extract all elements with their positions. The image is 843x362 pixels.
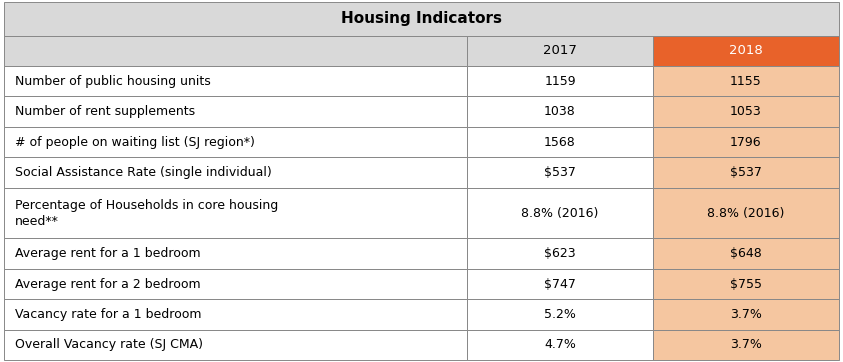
Text: $747: $747 [544, 278, 576, 291]
Text: 1038: 1038 [545, 105, 576, 118]
Text: 1053: 1053 [730, 105, 761, 118]
Bar [467, 299, 652, 330]
Bar [4, 66, 467, 97]
Text: 1796: 1796 [730, 136, 761, 149]
Text: # of people on waiting list (SJ region*): # of people on waiting list (SJ region*) [15, 136, 255, 149]
Text: 1159: 1159 [545, 75, 576, 88]
Text: Vacancy rate for a 1 bedroom: Vacancy rate for a 1 bedroom [15, 308, 201, 321]
Bar [467, 97, 652, 127]
Bar [4, 2, 839, 35]
Text: $755: $755 [730, 278, 762, 291]
Text: Average rent for a 1 bedroom: Average rent for a 1 bedroom [15, 247, 201, 260]
Bar [4, 35, 467, 66]
Text: 2017: 2017 [543, 44, 577, 57]
Text: $537: $537 [730, 166, 762, 179]
Text: Housing Indicators: Housing Indicators [341, 11, 502, 26]
Bar [467, 127, 652, 157]
Bar [652, 330, 839, 360]
Text: 5.2%: 5.2% [544, 308, 576, 321]
Bar [4, 299, 467, 330]
Text: $623: $623 [545, 247, 576, 260]
Text: Number of rent supplements: Number of rent supplements [15, 105, 196, 118]
Text: 2018: 2018 [729, 44, 763, 57]
Bar [4, 269, 467, 299]
Text: $648: $648 [730, 247, 761, 260]
Bar [467, 157, 652, 188]
Bar [467, 239, 652, 269]
Bar [652, 188, 839, 239]
Bar [652, 299, 839, 330]
Text: Overall Vacancy rate (SJ CMA): Overall Vacancy rate (SJ CMA) [15, 338, 203, 352]
Text: 1568: 1568 [545, 136, 576, 149]
Bar [4, 127, 467, 157]
Bar [652, 35, 839, 66]
Text: Average rent for a 2 bedroom: Average rent for a 2 bedroom [15, 278, 201, 291]
Bar [652, 239, 839, 269]
Bar [652, 269, 839, 299]
Bar [4, 157, 467, 188]
Text: 3.7%: 3.7% [730, 338, 762, 352]
Bar [4, 97, 467, 127]
Text: Number of public housing units: Number of public housing units [15, 75, 211, 88]
Bar [4, 330, 467, 360]
Bar [467, 269, 652, 299]
Bar [652, 66, 839, 97]
Text: $537: $537 [544, 166, 576, 179]
Bar [652, 157, 839, 188]
Bar [467, 330, 652, 360]
Text: 1155: 1155 [730, 75, 761, 88]
Text: 4.7%: 4.7% [544, 338, 576, 352]
Bar [4, 239, 467, 269]
Bar [467, 188, 652, 239]
Bar [467, 66, 652, 97]
Text: 8.8% (2016): 8.8% (2016) [707, 207, 785, 220]
Text: Social Assistance Rate (single individual): Social Assistance Rate (single individua… [15, 166, 271, 179]
Text: 8.8% (2016): 8.8% (2016) [521, 207, 599, 220]
Bar [4, 188, 467, 239]
Text: 3.7%: 3.7% [730, 308, 762, 321]
Bar [652, 127, 839, 157]
Text: Percentage of Households in core housing
need**: Percentage of Households in core housing… [15, 199, 278, 228]
Bar [467, 35, 652, 66]
Bar [652, 97, 839, 127]
